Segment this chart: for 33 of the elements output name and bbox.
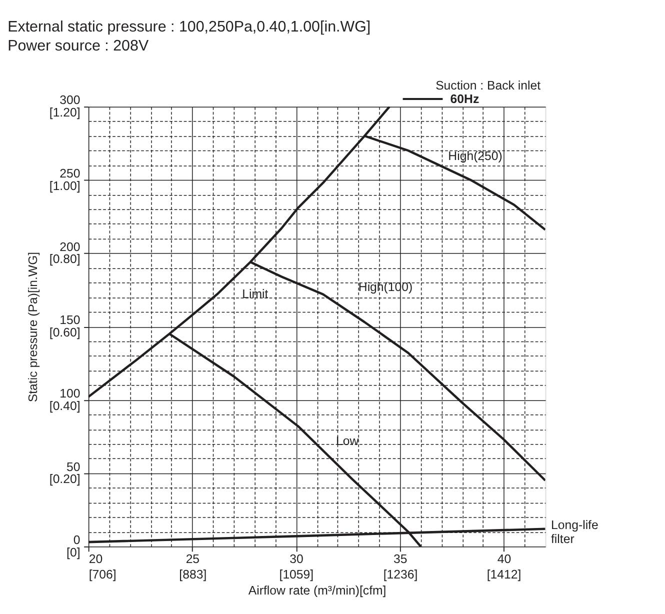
x2-tick-label: [706] bbox=[88, 567, 116, 582]
text: External static pressure : 100,250Pa,0.40,1.00[in.WG] bbox=[8, 18, 371, 36]
y-tick-label: 50 bbox=[66, 460, 80, 474]
y2-tick-label: [0.80] bbox=[49, 252, 80, 266]
text: 60Hz bbox=[450, 92, 480, 106]
y2-tick-label: [0] bbox=[66, 545, 80, 560]
x-tick-label: 40 bbox=[497, 552, 512, 566]
series-label: Long-life filter bbox=[551, 518, 598, 546]
x-tick-label: 20 bbox=[88, 552, 103, 566]
x2-tick-label: [1412] bbox=[486, 567, 522, 582]
y2-tick-label: [0.60] bbox=[49, 326, 80, 340]
x-tick-label: 30 bbox=[290, 552, 304, 566]
y2-tick-label: [0.40] bbox=[49, 398, 80, 413]
x2-tick-label: [883] bbox=[179, 567, 207, 582]
x2-tick-label: [1236] bbox=[383, 567, 418, 582]
y2-tick-label: [0.20] bbox=[49, 472, 80, 486]
y-tick-label: 100 bbox=[60, 386, 80, 400]
y2-tick-label: [1.20] bbox=[49, 106, 80, 120]
legend-title: Suction : Back inlet bbox=[436, 78, 542, 92]
x-tick-label: 35 bbox=[394, 552, 408, 566]
x-axis-title: Airflow rate (m³/min)[cfm] bbox=[248, 583, 386, 598]
series-label: Limit bbox=[242, 287, 269, 302]
text: Power source : 208V bbox=[8, 38, 149, 55]
y-tick-label: 200 bbox=[60, 240, 80, 254]
y-tick-label: 300 bbox=[60, 93, 80, 108]
y-tick-label: 0 bbox=[73, 533, 80, 548]
y-tick-label: 250 bbox=[60, 166, 80, 181]
x2-tick-label: [1059] bbox=[279, 567, 314, 582]
series-label: High(250) bbox=[448, 148, 502, 163]
x-tick-label: 25 bbox=[186, 552, 200, 566]
y-tick-label: 150 bbox=[60, 313, 80, 328]
y2-tick-label: [1.00] bbox=[49, 178, 80, 193]
y2-axis-title: Static pressure (Pa)[in.WG] bbox=[26, 252, 40, 402]
